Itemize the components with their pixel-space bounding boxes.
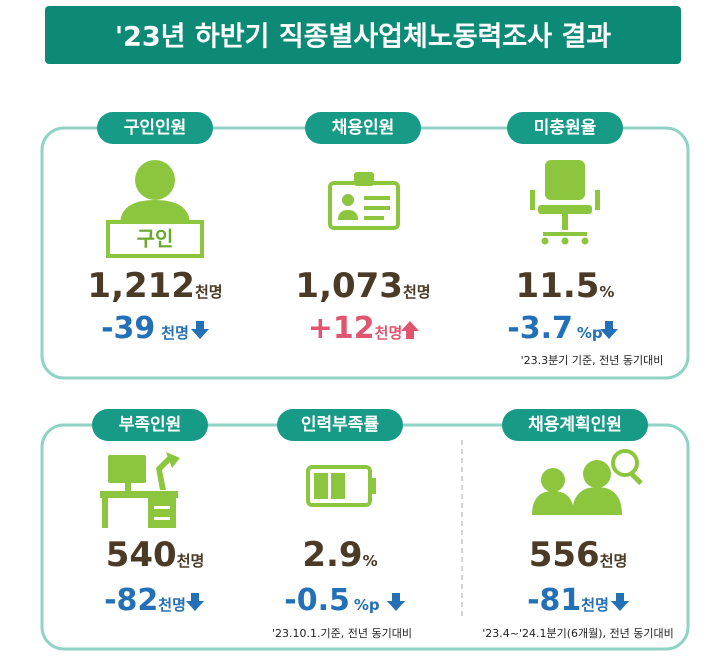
icon-desk [100, 452, 180, 528]
title-banner [45, 6, 681, 64]
value-unit: % [599, 283, 614, 301]
change-unit: 천명 [375, 324, 403, 342]
value: 11.5% [516, 266, 615, 306]
value-number: 1,073 [295, 266, 403, 306]
change-number: -39 [101, 311, 155, 346]
note: '23.10.1.기준, 전년 동기대비 [272, 627, 412, 640]
title: '23년 하반기 직종별사업체노동력조사 결과 [115, 22, 611, 53]
value: 540천명 [106, 535, 205, 575]
change-unit: 천명 [158, 596, 186, 614]
value: 556천명 [529, 535, 628, 575]
value-unit: % [363, 552, 378, 570]
value-unit: 천명 [403, 283, 431, 301]
change-unit: 천명 [581, 596, 609, 614]
value: 2.9% [302, 535, 377, 575]
value-unit: 천명 [177, 552, 205, 570]
sign-text: 구인 [137, 227, 174, 251]
card-label: 부족인원 [119, 415, 182, 435]
icon-person-sign: 구인 [106, 160, 204, 258]
card-label: 구인인원 [124, 118, 187, 138]
change: -39 천명 [101, 311, 189, 346]
change: -0.5 %p [284, 583, 380, 618]
note: '23.3분기 기준, 전년 동기대비 [521, 354, 664, 367]
icon-people-search [532, 449, 643, 515]
change: +12천명 [308, 311, 403, 346]
icon-id-card [328, 172, 400, 230]
value-number: 540 [106, 535, 177, 575]
value-unit: 천명 [195, 283, 223, 301]
value: 1,212천명 [87, 266, 222, 306]
value-number: 1,212 [87, 266, 195, 306]
change: -81천명 [527, 583, 609, 618]
change-number: -81 [527, 583, 581, 618]
value-number: 556 [529, 535, 600, 575]
change-unit: %p [354, 596, 380, 614]
value-unit: 천명 [600, 552, 628, 570]
change-number: +12 [308, 311, 375, 346]
card-label: 미충원율 [534, 118, 597, 138]
change-unit: 천명 [161, 324, 189, 342]
card-label: 인력부족률 [301, 415, 380, 435]
pills: 구인인원 채용인원 미충원율 부족인원 인력부족률 채용계획인원 [92, 112, 648, 441]
change: -3.7 %p [507, 311, 603, 346]
change-number: -3.7 [507, 311, 573, 346]
icon-battery [306, 465, 376, 507]
icon-chair [530, 160, 600, 245]
note: '23.4~'24.1분기(6개월), 전년 동기대비 [482, 627, 674, 640]
value: 1,073천명 [295, 266, 430, 306]
change-number: -0.5 [284, 583, 350, 618]
change-unit: %p [577, 324, 603, 342]
change-number: -82 [104, 583, 158, 618]
change: -82천명 [104, 583, 186, 618]
value-number: 2.9 [302, 535, 362, 575]
card-label: 채용인원 [332, 118, 395, 138]
card-label: 채용계획인원 [528, 415, 622, 435]
value-number: 11.5 [516, 266, 600, 306]
